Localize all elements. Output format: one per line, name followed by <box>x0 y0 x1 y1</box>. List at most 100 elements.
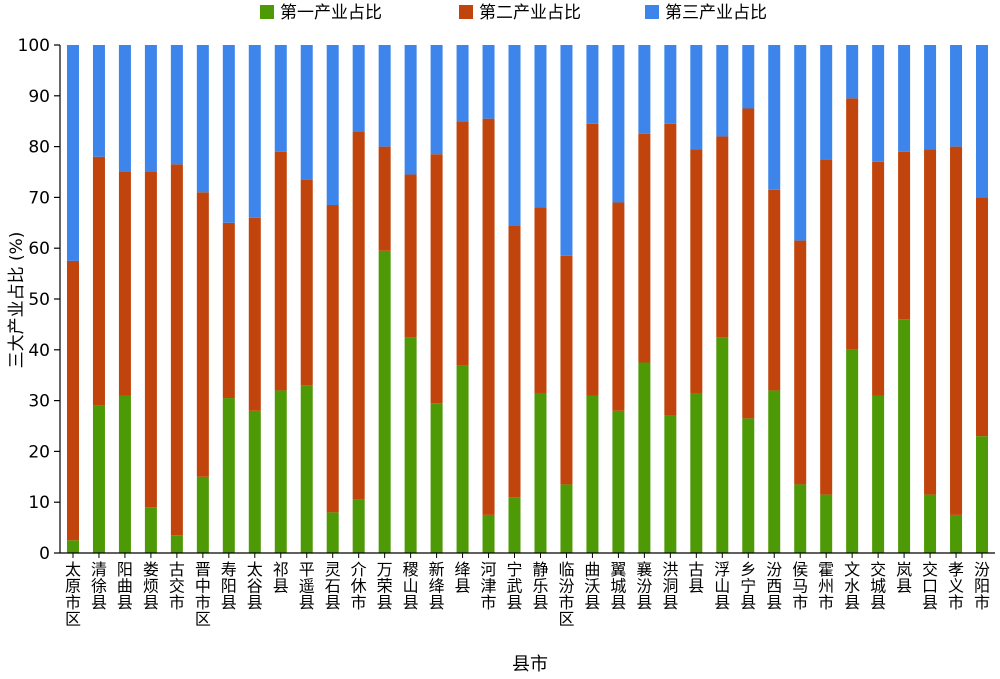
x-tick-label: 娄烦县 <box>143 560 159 612</box>
x-tick-label: 祁县 <box>273 560 289 596</box>
bar-segment-series-1 <box>586 395 599 553</box>
x-tick-label: 太谷县 <box>247 560 263 612</box>
bar-segment-series-2 <box>326 205 339 513</box>
bar-segment-series-3 <box>612 45 625 203</box>
x-tick-label: 绛县 <box>455 560 471 596</box>
x-tick-label: 岚县 <box>896 560 912 596</box>
bar-segment-series-3 <box>118 45 131 172</box>
bar-segment-series-1 <box>820 494 833 553</box>
x-tick-label: 介休市 <box>351 560 367 612</box>
bar-segment-series-3 <box>326 45 339 206</box>
bar-segment-series-3 <box>872 45 885 162</box>
bar-segment-series-3 <box>768 45 781 190</box>
bar-segment-series-2 <box>950 146 963 515</box>
x-axis-title: 县市 <box>512 654 548 675</box>
bar-segment-series-2 <box>534 207 547 393</box>
bar-segment-series-1 <box>378 250 391 554</box>
bar-segment-series-2 <box>378 146 391 251</box>
x-tick-label: 襄汾县 <box>636 560 652 612</box>
bar-segment-series-1 <box>846 349 859 553</box>
y-axis-title: 三大产业占比 (%) <box>7 232 27 369</box>
bar-segment-series-1 <box>560 484 573 553</box>
legend-label: 第一产业占比 <box>280 3 382 23</box>
bar-segment-series-2 <box>170 164 183 536</box>
bar-segment-series-2 <box>794 240 807 485</box>
bar-segment-series-2 <box>248 217 261 411</box>
x-tick-label: 乡宁县 <box>740 560 756 612</box>
x-tick-label: 晋中市区 <box>195 560 211 629</box>
bar-segment-series-2 <box>508 225 521 498</box>
bar-segment-series-3 <box>430 45 443 155</box>
bar-segment-series-1 <box>92 405 105 553</box>
x-tick-label: 清徐县 <box>91 560 107 612</box>
bar-segment-series-3 <box>222 45 235 223</box>
bar-segment-series-2 <box>222 222 235 399</box>
bar-segment-series-2 <box>456 121 469 366</box>
bar-segment-series-2 <box>664 123 677 416</box>
bar-segment-series-3 <box>196 45 209 193</box>
x-tick-label: 汾西县 <box>766 560 782 612</box>
bar-segment-series-2 <box>820 159 833 495</box>
bar-segment-series-2 <box>144 172 157 508</box>
bar-segment-series-1 <box>144 507 157 553</box>
bar-segment-series-2 <box>274 151 287 391</box>
bar-segment-series-1 <box>794 484 807 553</box>
bar-segment-series-3 <box>66 45 79 261</box>
x-tick-label: 交城县 <box>870 560 886 612</box>
bar-segment-series-2 <box>118 172 131 396</box>
bar-segment-series-2 <box>898 151 911 320</box>
bar-segment-series-1 <box>612 410 625 553</box>
bar-segment-series-3 <box>404 45 417 175</box>
bar-segment-series-3 <box>534 45 547 208</box>
bar-segment-series-3 <box>274 45 287 152</box>
y-tick-label: 40 <box>28 341 50 361</box>
bar-segment-series-1 <box>638 362 651 553</box>
bar-segment-series-2 <box>352 131 365 500</box>
bar-segment-series-1 <box>482 514 495 553</box>
x-tick-label: 阳曲县 <box>117 560 133 612</box>
bars <box>66 45 989 554</box>
bar-segment-series-3 <box>820 45 833 160</box>
bar-segment-series-1 <box>976 436 989 553</box>
bar-segment-series-2 <box>66 260 79 541</box>
y-tick-label: 90 <box>28 87 50 107</box>
bar-segment-series-1 <box>924 494 937 553</box>
x-tick-label: 灵石县 <box>325 560 341 612</box>
bar-segment-series-1 <box>690 392 703 553</box>
bar-segment-series-2 <box>430 154 443 404</box>
bar-segment-series-3 <box>950 45 963 147</box>
bar-segment-series-2 <box>612 202 625 411</box>
y-tick-label: 80 <box>28 138 50 158</box>
y-tick-label: 70 <box>28 188 50 208</box>
y-tick-label: 100 <box>18 36 50 56</box>
bar-segment-series-2 <box>768 189 781 391</box>
bar-segment-series-1 <box>716 337 729 553</box>
bar-segment-series-1 <box>248 410 261 553</box>
bar-segment-series-2 <box>716 136 729 338</box>
bar-segment-series-1 <box>872 395 885 553</box>
y-tick-label: 20 <box>28 442 50 462</box>
bar-segment-series-3 <box>508 45 521 226</box>
bar-segment-series-1 <box>196 476 209 553</box>
bar-segment-series-2 <box>196 192 209 477</box>
bar-segment-series-1 <box>456 365 469 553</box>
bar-segment-series-2 <box>924 149 937 495</box>
bar-segment-series-1 <box>300 385 313 553</box>
x-tick-label: 曲沃县 <box>584 560 600 612</box>
bar-segment-series-3 <box>742 45 755 109</box>
bar-segment-series-2 <box>482 118 495 515</box>
bar-segment-series-1 <box>326 512 339 553</box>
bar-segment-series-3 <box>690 45 703 150</box>
bar-segment-series-1 <box>664 415 677 553</box>
bar-segment-series-1 <box>274 390 287 553</box>
bar-segment-series-3 <box>352 45 365 132</box>
y-axis: 0 10 20 30 40 50 60 70 80 90 100 <box>18 36 61 564</box>
bar-segment-series-1 <box>404 337 417 553</box>
bar-segment-series-1 <box>352 499 365 553</box>
bar-segment-series-1 <box>768 390 781 553</box>
bar-segment-series-3 <box>924 45 937 150</box>
legend-label: 第三产业占比 <box>665 3 767 23</box>
bar-segment-series-2 <box>560 255 573 485</box>
bar-segment-series-3 <box>794 45 807 241</box>
